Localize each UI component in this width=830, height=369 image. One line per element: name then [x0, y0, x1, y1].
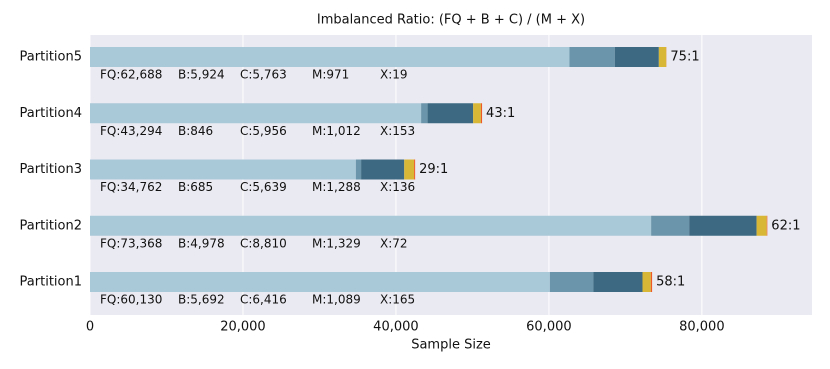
segment-label: C:5,956	[240, 124, 287, 138]
bar-segment	[355, 159, 362, 180]
ratio-label: 62:1	[771, 218, 800, 233]
y-tick-label: Partition3	[20, 162, 82, 177]
segment-label: B:4,978	[178, 236, 225, 250]
bar-segment	[642, 272, 651, 292]
x-tick-label: 80,000	[679, 320, 725, 335]
bar-segment	[549, 272, 594, 292]
segment-label: C:5,763	[240, 68, 287, 82]
ratio-label: 43:1	[486, 106, 515, 121]
segment-label: FQ:34,762	[100, 180, 162, 194]
bar-segment	[756, 215, 767, 236]
bar-segment	[651, 215, 690, 236]
bar-segment	[90, 272, 550, 292]
segment-label: X:19	[380, 68, 408, 82]
bar-segment	[650, 272, 653, 292]
segment-label: M:1,288	[312, 180, 361, 194]
x-tick-label: 40,000	[373, 320, 419, 335]
bar-segment	[361, 159, 405, 180]
bar-segment	[404, 159, 415, 180]
y-tick-label: Partition1	[20, 275, 82, 290]
ratio-label: 29:1	[419, 162, 448, 177]
bar-segment	[593, 272, 643, 292]
segment-label: X:72	[380, 236, 408, 250]
segment-label: FQ:62,688	[100, 68, 162, 82]
segment-label: M:1,089	[312, 293, 361, 307]
segment-label: B:5,924	[178, 68, 225, 82]
segment-label: M:1,329	[312, 236, 361, 250]
bar-segment	[90, 215, 652, 236]
segment-label: FQ:60,130	[100, 293, 162, 307]
bar-segment	[414, 159, 416, 180]
bar-segment	[90, 103, 422, 124]
segment-label: FQ:43,294	[100, 124, 162, 138]
bar-segment	[658, 47, 667, 67]
y-tick-label: Partition4	[20, 106, 82, 121]
segment-label: X:153	[380, 124, 415, 138]
segment-label: X:136	[380, 180, 415, 194]
x-tick-label: 60,000	[526, 320, 572, 335]
bar-segment	[473, 103, 481, 124]
segment-label: X:165	[380, 293, 415, 307]
segment-label: M:971	[312, 68, 349, 82]
x-tick-label: 20,000	[220, 320, 266, 335]
x-axis-label: Sample Size	[411, 338, 491, 353]
bar-segment	[421, 103, 428, 124]
segment-label: B:685	[178, 180, 213, 194]
bar-segment	[569, 47, 615, 67]
bar-segment	[689, 215, 757, 236]
bar-segment	[427, 103, 474, 124]
segment-label: C:8,810	[240, 236, 287, 250]
bar-segment	[90, 159, 356, 180]
segment-label: B:846	[178, 124, 213, 138]
bar-segment	[766, 215, 768, 236]
bar-segment	[90, 47, 570, 67]
ratio-label: 75:1	[670, 50, 699, 65]
segment-label: C:5,639	[240, 180, 287, 194]
bar-segment	[614, 47, 659, 67]
chart-title: Imbalanced Ratio: (FQ + B + C) / (M + X)	[317, 13, 585, 28]
segment-label: B:5,692	[178, 293, 225, 307]
bar-segment	[480, 103, 483, 124]
segment-label: M:1,012	[312, 124, 361, 138]
segment-label: C:6,416	[240, 293, 287, 307]
ratio-label: 58:1	[656, 275, 685, 290]
x-tick-label: 0	[86, 320, 94, 335]
y-tick-label: Partition5	[20, 50, 82, 65]
segment-label: FQ:73,368	[100, 236, 162, 250]
y-tick-label: Partition2	[20, 218, 82, 233]
